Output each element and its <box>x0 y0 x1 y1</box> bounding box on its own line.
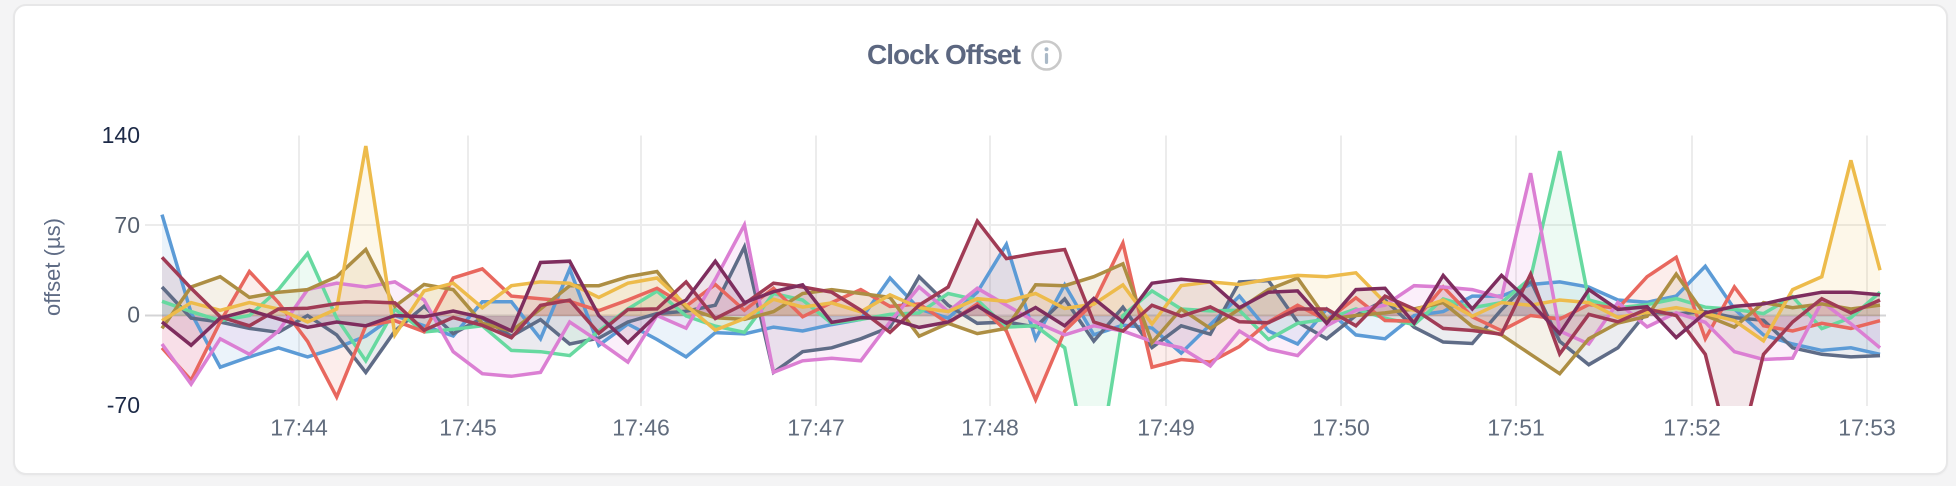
svg-text:17:51: 17:51 <box>1487 415 1545 441</box>
svg-text:0: 0 <box>127 302 140 328</box>
svg-text:offset (µs): offset (µs) <box>40 218 65 316</box>
svg-text:17:50: 17:50 <box>1312 415 1370 441</box>
svg-text:140: 140 <box>102 122 140 148</box>
svg-text:17:52: 17:52 <box>1663 415 1721 441</box>
svg-text:17:48: 17:48 <box>961 415 1019 441</box>
svg-text:17:53: 17:53 <box>1838 415 1896 441</box>
svg-text:17:47: 17:47 <box>787 415 845 441</box>
svg-text:17:44: 17:44 <box>270 415 328 441</box>
svg-text:-70: -70 <box>107 392 140 418</box>
svg-text:17:45: 17:45 <box>439 415 497 441</box>
svg-text:17:46: 17:46 <box>612 415 670 441</box>
svg-text:17:49: 17:49 <box>1137 415 1195 441</box>
svg-text:70: 70 <box>114 212 140 238</box>
